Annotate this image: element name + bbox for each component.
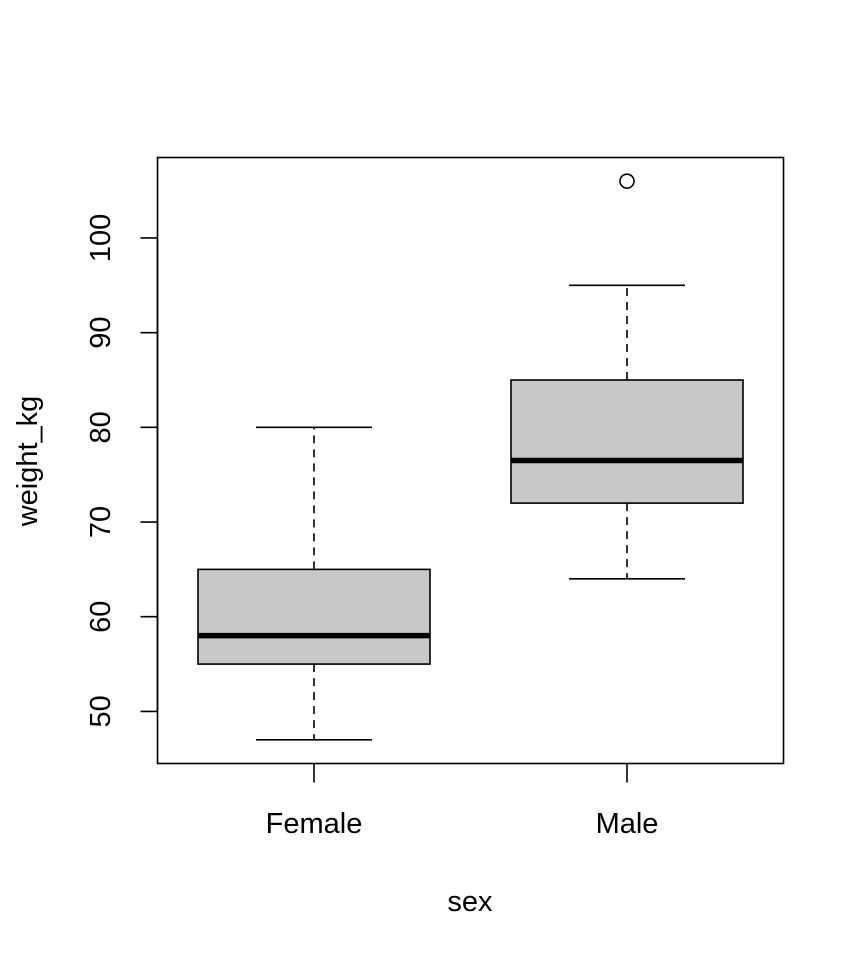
- iqr-box: [197, 568, 431, 665]
- outlier-point: [619, 173, 635, 189]
- y-tick-label: 100: [85, 214, 117, 262]
- y-tick-label: 60: [85, 601, 117, 633]
- y-tick-label: 50: [85, 695, 117, 727]
- x-axis-title: sex: [447, 886, 493, 918]
- y-tick-label: 90: [85, 317, 117, 349]
- y-tick-label: 70: [85, 506, 117, 538]
- y-axis-title: weight_kg: [12, 396, 44, 528]
- x-tick-label: Female: [266, 808, 363, 840]
- x-tick-label: Male: [596, 808, 659, 840]
- iqr-box: [510, 379, 744, 504]
- y-tick-label: 80: [85, 411, 117, 443]
